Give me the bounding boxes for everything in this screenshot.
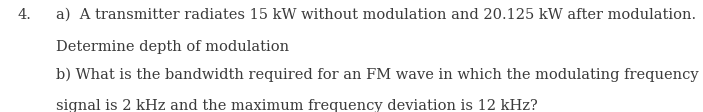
Text: b) What is the bandwidth required for an FM wave in which the modulating frequen: b) What is the bandwidth required for an… bbox=[56, 67, 699, 81]
Text: Determine depth of modulation: Determine depth of modulation bbox=[56, 39, 290, 53]
Text: a)  A transmitter radiates 15 kW without modulation and 20.125 kW after modulati: a) A transmitter radiates 15 kW without … bbox=[56, 8, 697, 22]
Text: 4.: 4. bbox=[18, 8, 32, 22]
Text: signal is 2 kHz and the maximum frequency deviation is 12 kHz?: signal is 2 kHz and the maximum frequenc… bbox=[56, 99, 538, 112]
